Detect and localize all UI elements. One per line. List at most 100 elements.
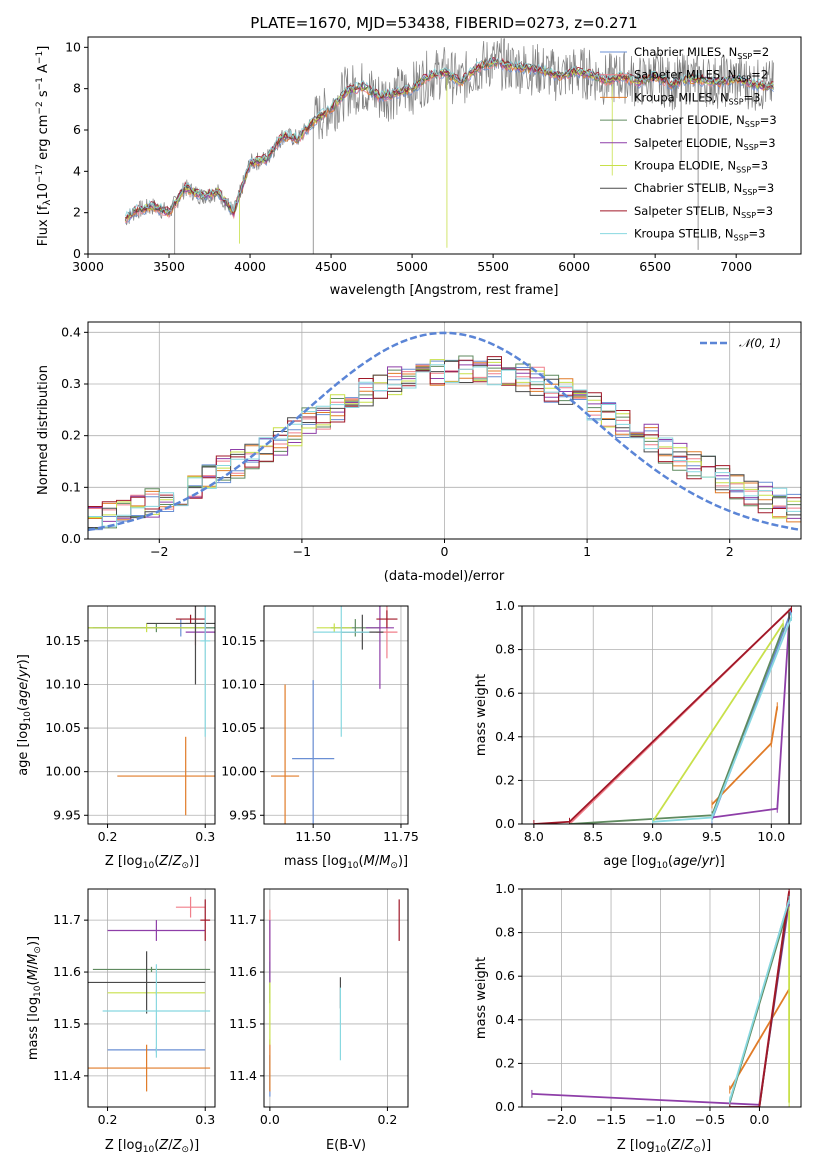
mass-vs-z-ticks: 0.2 0.3 11.4 11.5 11.6 11.7 <box>53 912 215 1127</box>
mass-weight-vs-age-panel: 8.0 8.5 9.0 9.5 10.0 0.0 0.2 0.4 0.6 0.8 1.0 age [… <box>474 598 802 871</box>
residual-grid <box>88 322 801 540</box>
age-vs-mass-plot <box>271 606 398 824</box>
legend-count: =3 <box>759 136 776 150</box>
mass-vs-z-plot <box>88 896 211 1092</box>
residual-ytick-label: 0.2 <box>61 428 81 443</box>
mass-weight-vs-z-ytick-label: 0.4 <box>495 1012 515 1027</box>
mass-weight-vs-z-ytick-label: 1.0 <box>495 881 515 896</box>
mass-vs-ebv-grid <box>264 889 408 1107</box>
mass-weight-vs-z-xtick-label: 0.0 <box>750 1112 770 1127</box>
legend-subscript: SSP <box>729 97 744 106</box>
spectrum-title: PLATE=1670, MJD=53438, FIBERID=0273, z=0… <box>250 14 637 32</box>
legend-count: =3 <box>760 113 777 127</box>
spectrum-axes-frame <box>87 36 802 255</box>
legend-subscript: SSP <box>742 188 757 197</box>
mass-vs-ebv-axes-frame <box>263 888 409 1108</box>
spectrum-xtick-label: 7000 <box>720 259 752 274</box>
legend-subscript: SSP <box>737 52 752 61</box>
mass-weight-vs-age-plot <box>533 606 793 824</box>
age-vs-mass-ytick-label: 10.05 <box>221 720 257 735</box>
residual-histogram-step <box>88 359 801 531</box>
mass-vs-ebv-ytick-label: 11.4 <box>229 1068 257 1083</box>
legend-subscript: SSP <box>734 234 749 243</box>
mass-weight-vs-age-xlabel: age [log10(age/yr)] <box>603 854 725 871</box>
age-vs-z-ytick-label: 10.00 <box>45 764 81 779</box>
age-vs-z-xlabel: Z [log10(Z/Z⊙)] <box>105 854 199 871</box>
age-vs-z-axes-frame <box>87 605 216 825</box>
mass-weight-vs-z-plot <box>531 889 790 1107</box>
age-vs-z-ylabel: age [log10(age/yr)] <box>16 654 33 776</box>
model-spectrum-line <box>124 56 774 217</box>
age-vs-mass-ytick-label: 10.00 <box>221 764 257 779</box>
residual-ytick-label: 0.3 <box>61 376 81 391</box>
mass-vs-z-xlabel: Z [log10(Z/Z⊙)] <box>105 1138 199 1155</box>
mass-weight-vs-age-ytick-label: 1.0 <box>495 598 515 613</box>
age-vs-mass-axes-frame <box>263 605 409 825</box>
legend-subscript: SSP <box>736 166 751 175</box>
age-vs-z-xtick-label: 0.3 <box>195 829 215 844</box>
mass-vs-ebv-ytick-label: 11.7 <box>229 912 257 927</box>
spectrum-xtick-label: 5500 <box>477 259 509 274</box>
spectrum-xlabel: wavelength [Angstrom, rest frame] <box>330 283 559 298</box>
legend-count: =2 <box>752 45 769 59</box>
data-spectrum-line <box>124 38 774 226</box>
age-vs-z-ytick-label: 9.95 <box>53 807 81 822</box>
age-vs-mass-ytick-label: 10.15 <box>221 633 257 648</box>
spectrum-xtick-label: 4500 <box>315 259 347 274</box>
legend-label: Chabrier STELIB, NSSP=3 <box>634 181 774 197</box>
mass-weight-vs-z-xlabel: Z [log10(Z/Z⊙)] <box>617 1138 711 1155</box>
mass-weight-vs-z-ytick-label: 0.6 <box>495 968 515 983</box>
gaussian-legend-label: 𝒩(0, 1) <box>739 336 781 350</box>
age-vs-mass-xtick-label: 11.50 <box>295 829 331 844</box>
mass-weight-vs-z-xtick-label: −0.5 <box>695 1112 725 1127</box>
age-vs-z-ytick-label: 10.10 <box>45 676 81 691</box>
mass-weight-vs-z-line <box>729 891 790 1107</box>
gaussian-curve <box>88 331 801 532</box>
mass-vs-ebv-ticks: 0.0 0.2 11.4 11.5 11.6 11.7 <box>229 912 397 1127</box>
spectrum-ytick-label: 8 <box>73 81 81 96</box>
mass-weight-vs-age-xtick-label: 9.0 <box>643 829 663 844</box>
mass-vs-z-xtick-label: 0.2 <box>98 1112 118 1127</box>
mass-weight-vs-z-axes-frame <box>521 888 802 1108</box>
mass-vs-ebv-xlabel: E(B-V) <box>326 1138 366 1153</box>
residual-xtick-label: 2 <box>726 544 734 559</box>
residual-xtick-label: −2 <box>150 544 168 559</box>
mass-weight-vs-age-xtick-label: 8.0 <box>524 829 544 844</box>
mass-weight-vs-age-line <box>569 627 785 824</box>
mass-weight-vs-age-xtick-label: 10.0 <box>757 829 785 844</box>
mass-vs-z-ytick-label: 11.6 <box>53 964 81 979</box>
residual-histogram-step <box>88 364 801 527</box>
spectrum-ytick-label: 10 <box>65 39 81 54</box>
mass-vs-z-ytick-label: 11.5 <box>53 1016 81 1031</box>
legend-label: Kroupa ELODIE, NSSP=3 <box>634 159 768 175</box>
age-vs-mass-ytick-label: 9.95 <box>229 807 257 822</box>
legend-label: Salpeter MILES, NSSP=2 <box>634 68 768 84</box>
mass-weight-vs-age-ytick-label: 0.8 <box>495 642 515 657</box>
age-vs-z-panel: 0.2 0.3 9.95 10.00 10.05 10.10 10.15 Z [log10(… <box>16 605 216 871</box>
mass-weight-vs-z-panel: −2.0 −1.5 −1.0 −0.5 0.0 0.0 0.2 0.4 0.6 0.8 1.0 Z … <box>474 881 802 1155</box>
mass-vs-ebv-panel: 0.0 0.2 11.4 11.5 11.6 11.7 E(B-V) <box>229 888 409 1153</box>
mass-weight-vs-age-xtick-label: 8.5 <box>583 829 603 844</box>
residual-xtick-label: −1 <box>293 544 311 559</box>
legend-count: =3 <box>756 204 773 218</box>
spectrum-xtick-label: 6000 <box>558 259 590 274</box>
mass-weight-vs-z-ticks: −2.0 −1.5 −1.0 −0.5 0.0 0.0 0.2 0.4 0.6 0.8 1.0 <box>495 881 769 1127</box>
mass-weight-vs-age-axes-frame <box>521 605 802 825</box>
legend-label: Salpeter STELIB, NSSP=3 <box>634 204 773 220</box>
residual-histogram-step <box>88 356 801 523</box>
mass-vs-z-axes-frame <box>87 888 216 1108</box>
legend-subscript: SSP <box>745 120 760 129</box>
mass-weight-vs-age-ytick-label: 0.6 <box>495 685 515 700</box>
mass-vs-z-panel: 0.2 0.3 11.4 11.5 11.6 11.7 Z [log10(Z/Z⊙)] m… <box>26 888 216 1155</box>
mass-weight-vs-z-line <box>728 899 790 1101</box>
mass-weight-vs-age-ticks: 8.0 8.5 9.0 9.5 10.0 0.0 0.2 0.4 0.6 0.8 1.0 <box>495 598 785 844</box>
legend-subscript: SSP <box>744 143 759 152</box>
mass-vs-z-xtick-label: 0.3 <box>195 1112 215 1127</box>
spectrum-ytick-label: 2 <box>73 205 81 220</box>
legend-count: =3 <box>751 159 768 173</box>
spectrum-plot <box>124 38 774 254</box>
residual-xlabel: (data-model)/error <box>384 569 505 584</box>
legend-count: =2 <box>751 68 768 82</box>
age-vs-z-ytick-label: 10.15 <box>45 633 81 648</box>
